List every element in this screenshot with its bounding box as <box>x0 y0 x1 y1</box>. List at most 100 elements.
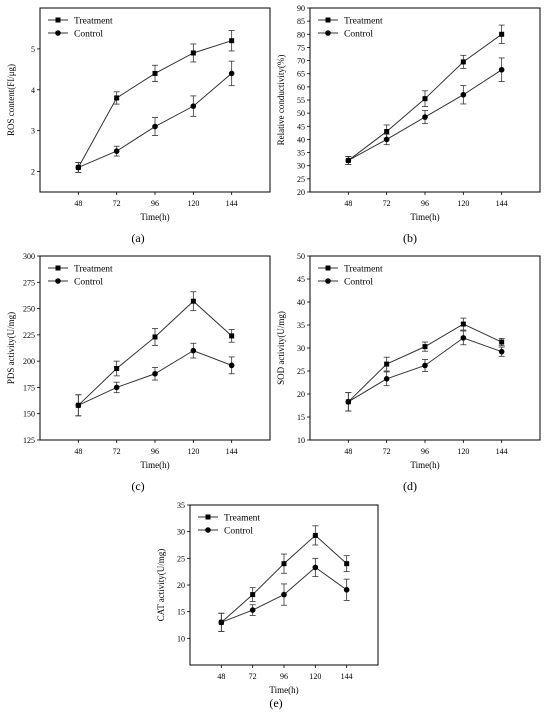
legend-marker-square <box>55 265 61 271</box>
x-tick-label: 72 <box>113 447 121 456</box>
y-tick-label: 50 <box>297 252 305 261</box>
data-point-circle <box>422 114 428 120</box>
legend-marker-circle <box>55 30 61 36</box>
x-tick-label: 72 <box>249 672 257 681</box>
y-tick-label: 60 <box>297 83 305 92</box>
data-point-circle <box>460 335 467 341</box>
y-tick-label: 20 <box>297 188 305 197</box>
legend-label: Control <box>344 278 373 288</box>
chart-panel-0: 2 3 4 5 48 72 96 120 144 Time(h) ROS content(FI/μg… <box>6 7 271 245</box>
legend-label: Treatment <box>344 265 383 275</box>
y-tick-label: 30 <box>297 344 305 353</box>
x-tick-label: 96 <box>151 199 159 208</box>
data-point-circle <box>281 591 287 598</box>
x-axis-label: Time(h) <box>140 460 169 470</box>
y-tick-label: 200 <box>23 357 35 366</box>
data-point-square <box>281 561 287 567</box>
panel-label: (e) <box>269 696 282 710</box>
chart-panel-3: 10 15 20 25 30 35 40 45 50 48 72 96 120 144 Time(h) SOD… <box>276 252 541 493</box>
series-line-0 <box>77 40 232 168</box>
data-point-square <box>152 70 158 76</box>
data-point-circle <box>113 148 120 154</box>
y-tick-label: 45 <box>297 122 305 131</box>
legend-marker-circle <box>325 30 331 36</box>
x-tick-label: 144 <box>341 672 353 681</box>
data-point-circle <box>228 362 235 369</box>
y-axis-label: CAT activity(U/mg) <box>156 549 166 622</box>
x-tick-label: 120 <box>457 447 469 456</box>
legend-label: Control <box>74 30 103 40</box>
data-point-circle <box>75 402 82 409</box>
panel-label: (a) <box>131 231 144 245</box>
chart-panel-4: 10 15 20 25 30 35 48 72 96 120 144 Time(h) CAT activ… <box>156 501 379 710</box>
data-point-circle <box>343 587 350 593</box>
data-point-circle <box>190 103 197 109</box>
legend-label: Treatment <box>344 17 383 27</box>
data-point-square <box>422 344 428 350</box>
data-point-circle <box>249 607 256 613</box>
data-point-circle <box>190 347 197 354</box>
data-point-circle <box>460 91 467 98</box>
y-tick-label: 10 <box>297 436 305 445</box>
x-tick-label: 144 <box>226 199 238 208</box>
data-point-square <box>344 561 350 567</box>
legend-marker-circle <box>55 278 61 284</box>
y-tick-label: 300 <box>23 252 35 261</box>
y-tick-label: 55 <box>297 96 305 105</box>
y-tick-label: 35 <box>297 149 305 158</box>
x-tick-label: 48 <box>74 199 82 208</box>
data-point-square <box>384 361 390 367</box>
data-point-circle <box>228 70 235 77</box>
data-point-circle <box>218 619 225 626</box>
y-tick-label: 70 <box>297 57 305 66</box>
data-point-square <box>460 59 466 65</box>
x-tick-label: 48 <box>344 199 352 208</box>
x-tick-label: 120 <box>309 672 321 681</box>
x-tick-label: 96 <box>280 672 288 681</box>
y-axis-label: Relative conductivity(%) <box>276 55 286 146</box>
x-tick-label: 72 <box>113 199 121 208</box>
series-line-0 <box>221 534 348 623</box>
y-tick-label: 50 <box>297 109 305 118</box>
y-tick-label: 40 <box>297 298 305 307</box>
y-tick-label: 20 <box>297 390 305 399</box>
y-tick-label: 15 <box>297 413 305 422</box>
data-point-circle <box>75 164 82 171</box>
x-tick-label: 48 <box>74 447 82 456</box>
data-point-square <box>114 95 120 101</box>
legend-label: Treatment <box>74 265 113 275</box>
y-tick-label: 30 <box>297 162 305 171</box>
legend-label: Control <box>224 527 253 537</box>
legend-marker-square <box>325 265 331 271</box>
x-tick-label: 120 <box>187 447 199 456</box>
y-tick-label: 65 <box>297 70 305 79</box>
x-tick-label: 48 <box>344 447 352 456</box>
y-tick-label: 3 <box>31 127 35 136</box>
legend-marker-circle <box>205 527 211 533</box>
data-point-circle <box>345 399 352 405</box>
y-tick-label: 4 <box>31 86 35 95</box>
y-tick-label: 90 <box>297 4 305 13</box>
data-point-square <box>499 31 505 37</box>
y-tick-label: 225 <box>23 331 35 340</box>
y-axis-label: SOD activity(U/mg) <box>276 311 286 385</box>
data-point-square <box>384 129 390 135</box>
data-point-square <box>152 334 158 340</box>
x-tick-label: 144 <box>496 199 508 208</box>
y-tick-label: 35 <box>177 501 185 510</box>
x-tick-label: 120 <box>187 199 199 208</box>
y-tick-label: 20 <box>177 581 185 590</box>
legend-marker-square <box>325 17 331 23</box>
x-tick-label: 120 <box>457 199 469 208</box>
series-line-0 <box>77 300 233 406</box>
legend-label: Treament <box>224 514 260 524</box>
x-axis-label: Time(h) <box>410 212 439 222</box>
data-point-circle <box>383 136 390 143</box>
data-point-square <box>190 50 196 56</box>
data-point-square <box>250 592 256 598</box>
x-tick-label: 96 <box>151 447 159 456</box>
x-tick-label: 144 <box>496 447 508 456</box>
y-tick-label: 25 <box>177 554 185 563</box>
data-point-square <box>229 38 235 44</box>
